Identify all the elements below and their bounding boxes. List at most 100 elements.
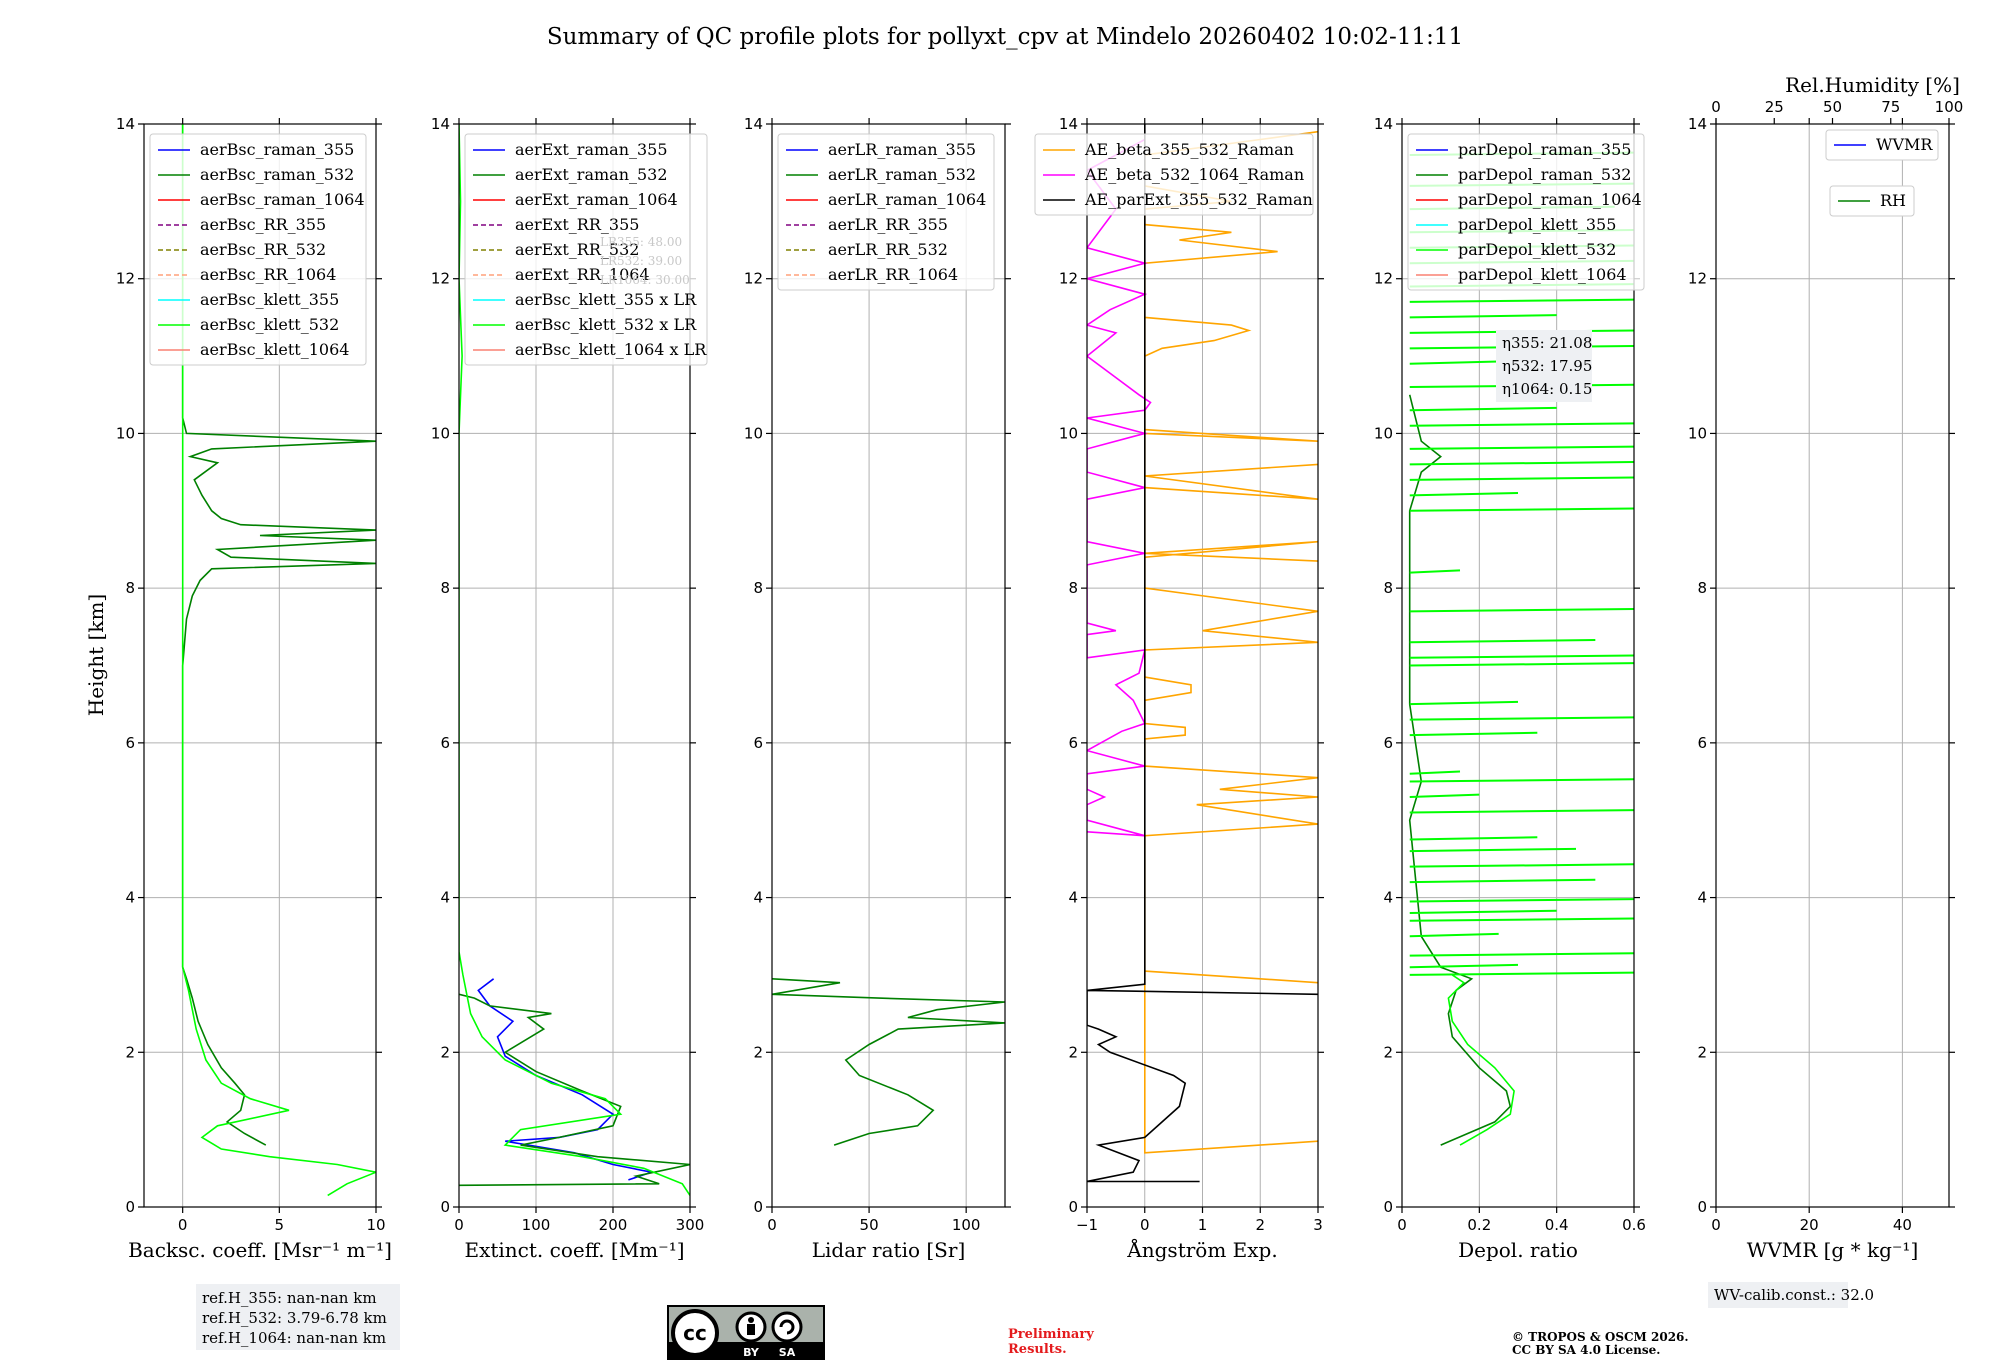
depol-klett-spike-35 xyxy=(1409,298,1634,303)
legend-label-depol-3: parDepol_klett_355 xyxy=(1458,215,1616,234)
depol-klett-spike-28 xyxy=(1409,422,1634,427)
legend-label-ext-6: aerBsc_klett_355 x LR xyxy=(515,290,697,309)
legend-label-lr-3: aerLR_RR_355 xyxy=(828,215,948,234)
depol-klett-spike-13 xyxy=(1409,778,1634,783)
legend-label-ext-3: aerExt_RR_355 xyxy=(515,215,639,234)
xtick-label-ae-0: −1 xyxy=(1076,1216,1098,1234)
xtick-label-ext-2: 200 xyxy=(599,1216,628,1234)
xtick-label-depol-2: 0.4 xyxy=(1545,1216,1569,1234)
depol-klett-spike-12 xyxy=(1409,793,1480,799)
legend-label-depol-2: parDepol_raman_1064 xyxy=(1458,190,1642,209)
xtick-label-ext-1: 100 xyxy=(522,1216,551,1234)
xtick-label-bsc-0: 0 xyxy=(178,1216,188,1234)
depol-klett-spike-10 xyxy=(1409,836,1538,841)
ytick-label-ae-4: 8 xyxy=(1068,579,1078,597)
legend-label-lr-5: aerLR_RR_1064 xyxy=(828,265,958,284)
rh-tick-label-4: 100 xyxy=(1935,98,1964,116)
ytick-label-wv-5: 10 xyxy=(1688,424,1707,442)
series-group-ae xyxy=(1087,124,1318,1183)
legend-box-ext xyxy=(464,133,708,366)
ytick-label-wv-7: 14 xyxy=(1688,115,1707,133)
ytick-label-lr-5: 10 xyxy=(744,424,763,442)
preliminary-line-1: Preliminary xyxy=(1008,1327,1094,1342)
series-group-bsc xyxy=(181,124,376,1197)
rh-tick-label-2: 50 xyxy=(1823,98,1842,116)
panel-depol: 0 0.2 0.4 0.6 0 2 4 6 8 10 12 14 Depol. ratio parDepo… xyxy=(1374,115,1646,1262)
xtick-label-wv-1: 20 xyxy=(1800,1216,1819,1234)
ytick-label-depol-7: 14 xyxy=(1374,115,1393,133)
eta-note-0: η355: 21.08 xyxy=(1502,334,1592,352)
series-ae-ae-beta-532-1064-raman xyxy=(1087,138,1152,837)
y-axis-label: Height [km] xyxy=(84,594,108,716)
depol-klett-spike-2 xyxy=(1409,952,1634,957)
legend-label-ext-8: aerBsc_klett_1064 x LR xyxy=(515,340,707,359)
ytick-label-ext-0: 0 xyxy=(440,1198,450,1216)
xlabel-bsc: Backsc. coeff. [Msr⁻¹ m⁻¹] xyxy=(128,1238,392,1262)
legend-label-depol-1: parDepol_raman_532 xyxy=(1458,165,1631,184)
ref-height-355: ref.H_355: nan-nan km xyxy=(202,1289,377,1307)
cc-by-label: BY xyxy=(743,1346,760,1359)
legend-label-depol-0: parDepol_raman_355 xyxy=(1458,140,1631,159)
ytick-label-ext-5: 10 xyxy=(431,424,450,442)
legend-label-bsc-0: aerBsc_raman_355 xyxy=(200,140,354,159)
xtick-label-ae-1: 0 xyxy=(1140,1216,1150,1234)
eta-box xyxy=(1496,330,1592,402)
ytick-label-depol-4: 8 xyxy=(1383,579,1393,597)
wv-calib-text: WV-calib.const.: 32.0 xyxy=(1714,1286,1874,1304)
lr-note-0: LR355: 48.00 xyxy=(600,235,682,249)
ytick-label-ae-5: 10 xyxy=(1059,424,1078,442)
panel-bsc: 0 5 10 0 2 4 6 8 10 12 14 Backsc. coeff. [Msr⁻¹ m⁻¹… xyxy=(116,115,392,1262)
depol-klett-spike-20 xyxy=(1409,638,1596,644)
ytick-label-wv-2: 4 xyxy=(1697,889,1707,907)
xtick-label-wv-0: 0 xyxy=(1711,1216,1721,1234)
legend-label-ext-7: aerBsc_klett_532 x LR xyxy=(515,315,697,334)
ytick-label-wv-0: 0 xyxy=(1697,1198,1707,1216)
legend-label-lr-4: aerLR_RR_532 xyxy=(828,240,948,259)
xtick-label-depol-1: 0.2 xyxy=(1467,1216,1491,1234)
legend-label-ae-0: AE_beta_355_532_Raman xyxy=(1084,140,1294,159)
ytick-label-lr-3: 6 xyxy=(753,734,763,752)
ref-height-box: ref.H_355: nan-nan km ref.H_532: 3.79-6.… xyxy=(196,1284,400,1350)
axes-frame-ext xyxy=(458,123,691,1208)
xtick-label-lr-1: 50 xyxy=(860,1216,879,1234)
series-depol-pardepol-raman-532 xyxy=(1408,394,1512,1146)
series-depol-pardepol-klett-532 xyxy=(1447,974,1515,1146)
depol-klett-spike-0 xyxy=(1409,971,1634,976)
ytick-label-ext-4: 8 xyxy=(440,579,450,597)
cc-icon xyxy=(671,1309,719,1357)
legend-label-bsc-7: aerBsc_klett_532 xyxy=(200,315,339,334)
ytick-label-bsc-0: 0 xyxy=(125,1198,135,1216)
legend-label-lr-1: aerLR_raman_532 xyxy=(828,165,976,184)
sa-icon xyxy=(771,1311,803,1343)
panel-wv: 0 20 40 0 2 4 6 8 10 12 14 WVMR [g * kg⁻¹] 0 25 50 75 10… xyxy=(1688,73,1963,1262)
legend-label-ae-1: AE_beta_532_1064_Raman xyxy=(1084,165,1304,184)
depol-klett-spike-14 xyxy=(1409,770,1461,775)
ytick-label-lr-6: 12 xyxy=(744,270,763,288)
ytick-label-depol-1: 2 xyxy=(1383,1043,1393,1061)
depol-klett-spike-19 xyxy=(1409,654,1634,659)
figure-title: Summary of QC profile plots for pollyxt_… xyxy=(547,24,1463,50)
ytick-label-wv-6: 12 xyxy=(1688,270,1707,288)
xtick-label-ae-3: 2 xyxy=(1255,1216,1265,1234)
xtick-label-ae-4: 3 xyxy=(1313,1216,1323,1234)
xtick-label-depol-3: 0.6 xyxy=(1622,1216,1646,1234)
ytick-label-wv-4: 8 xyxy=(1697,579,1707,597)
ytick-label-ext-1: 2 xyxy=(440,1043,450,1061)
depol-klett-spike-11 xyxy=(1409,809,1634,814)
depol-klett-spike-25 xyxy=(1409,476,1634,481)
series-group-depol xyxy=(1408,151,1634,1146)
depol-klett-spike-8 xyxy=(1409,863,1634,868)
ytick-label-ae-2: 4 xyxy=(1068,889,1078,907)
depol-klett-spike-34 xyxy=(1409,314,1557,319)
xtick-label-bsc-2: 10 xyxy=(366,1216,385,1234)
depol-klett-spike-1 xyxy=(1409,963,1519,969)
legend-label-depol-4: parDepol_klett_532 xyxy=(1458,240,1616,259)
legend-label-bsc-5: aerBsc_RR_1064 xyxy=(200,265,336,284)
depol-klett-spike-27 xyxy=(1409,445,1634,450)
axes-frame-bsc xyxy=(143,123,377,1208)
series-bsc-aerbsc-raman-532 xyxy=(181,124,376,1146)
xlabel-lr: Lidar ratio [Sr] xyxy=(812,1238,966,1262)
depol-klett-spike-6 xyxy=(1409,898,1634,903)
legend-label-ext-4: aerExt_RR_532 xyxy=(515,240,639,259)
